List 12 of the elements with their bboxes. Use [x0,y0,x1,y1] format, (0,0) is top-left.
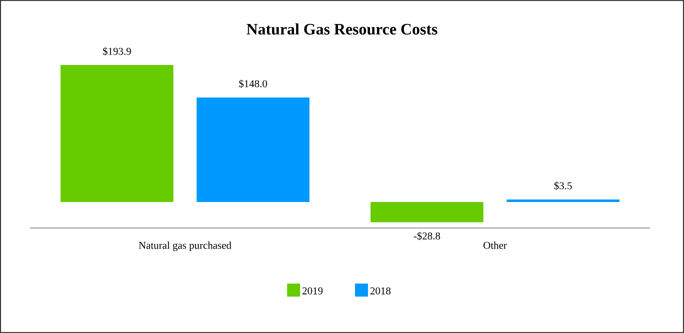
legend-label: 2019 [302,287,323,294]
legend-label: 2018 [370,287,391,294]
data-label: $3.5 [554,182,572,190]
bar [60,65,174,202]
x-tick-label: Other [484,242,507,249]
x-tick-label: Natural gas purchased [138,242,232,252]
chart-title: Natural Gas Resource Costs [246,23,438,35]
data-label: $148.0 [239,80,268,88]
data-label: -$28.8 [414,232,440,240]
bar [196,97,310,202]
data-label: $193.9 [103,47,131,56]
bar [370,202,484,222]
